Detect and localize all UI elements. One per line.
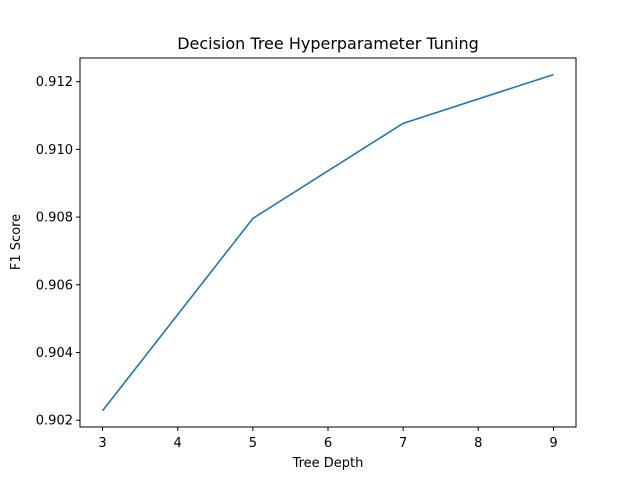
x-tick-label: 7 [399, 436, 407, 451]
y-axis: 0.902 0.904 0.906 0.908 0.910 0.912 [36, 75, 80, 429]
series-line [101, 73, 554, 412]
x-axis: 3 4 5 6 7 8 9 [98, 427, 558, 451]
y-tick-label: 0.912 [36, 75, 73, 90]
plot-frame [79, 57, 577, 428]
y-tick-label: 0.908 [36, 211, 73, 226]
x-axis-label: Tree Depth [292, 456, 364, 471]
x-tick-label: 6 [324, 436, 332, 451]
y-axis-label: F1 Score [9, 214, 24, 270]
plot-series [101, 73, 554, 412]
chart-title: Decision Tree Hyperparameter Tuning [177, 34, 479, 53]
x-tick-label: 5 [249, 436, 257, 451]
y-tick-label: 0.902 [36, 414, 73, 429]
y-tick-label: 0.904 [36, 346, 73, 361]
x-tick-label: 4 [174, 436, 182, 451]
y-tick-label: 0.910 [36, 143, 73, 158]
x-tick-label: 3 [98, 436, 106, 451]
x-tick-label: 8 [474, 436, 482, 451]
x-tick-label: 9 [549, 436, 557, 451]
y-tick-label: 0.906 [36, 278, 73, 293]
